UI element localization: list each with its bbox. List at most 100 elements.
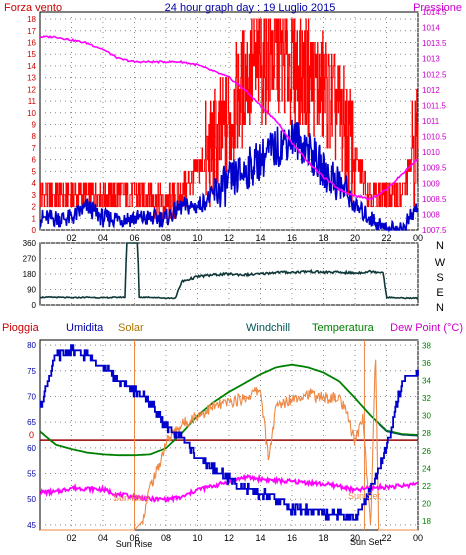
x-tick-label: 02 [66, 533, 76, 543]
y-left-tick-label: 17 [27, 27, 36, 36]
y-right-tick-label: 1007.5 [422, 226, 447, 235]
y-right-tick-label: 1008.5 [422, 195, 447, 204]
y-left-tick-label: 75 [27, 367, 36, 376]
y-left-tick-label: 2 [32, 203, 37, 212]
y-left-tick-label: 10 [27, 109, 36, 118]
y-right-tick-label: 26 [422, 447, 431, 456]
windchill-series [378, 423, 419, 437]
y-left-tick-label: 80 [27, 341, 36, 350]
y-right-tick-label: 1008 [422, 210, 440, 219]
temperature-label: Temperatura [312, 322, 375, 334]
direction-series [39, 242, 419, 300]
y-left-tick-label: 11 [28, 97, 37, 106]
sunset-axis-label: Sun Set [350, 537, 383, 547]
x-tick-label: 18 [318, 233, 328, 243]
sunset-annotation: Sun Set [348, 491, 381, 501]
y-left-tick-label: 14 [27, 62, 36, 71]
y-right-tick-label: 28 [422, 429, 431, 438]
y-right-tick-label: 1009.5 [422, 164, 447, 173]
x-tick-label: 10 [192, 233, 202, 243]
y-left-tick-label: 7 [32, 144, 37, 153]
x-tick-label: 04 [98, 533, 108, 543]
y-tick-label: 0 [32, 301, 37, 310]
x-tick-label: 14 [255, 533, 265, 543]
sunrise-annotation: Sun Rise [113, 493, 150, 503]
pressure-series [39, 35, 419, 201]
x-tick-label: 02 [66, 233, 76, 243]
x-tick-label: 16 [287, 233, 297, 243]
y-left-tick-label: 65 [27, 418, 36, 427]
y-right-tick-label: 18 [422, 517, 431, 526]
y-left-tick-label: 50 [27, 495, 36, 504]
y-left-tick-label: 4 [32, 179, 37, 188]
y-right-tick-label: 30 [422, 412, 431, 421]
rain-zero-label: 0 [29, 430, 34, 440]
compass-label: W [435, 257, 446, 269]
y-right-tick-label: 1011 [422, 117, 440, 126]
solar-label: Solar [118, 322, 144, 334]
x-tick-label: 22 [381, 233, 391, 243]
sunrise-axis-label: Sun Rise [116, 539, 153, 549]
x-tick-label: 06 [129, 533, 139, 543]
y-right-tick-label: 38 [422, 341, 431, 350]
y-right-tick-label: 1013 [422, 55, 440, 64]
y-left-tick-label: 70 [27, 392, 36, 401]
y-tick-label: 90 [27, 286, 36, 295]
y-right-tick-label: 24 [422, 464, 431, 473]
windchill-label: Windchill [246, 322, 290, 334]
x-tick-label: 12 [224, 533, 234, 543]
solar-series [40, 359, 418, 531]
x-tick-label: 18 [318, 533, 328, 543]
y-left-tick-label: 16 [27, 38, 36, 47]
y-left-tick-label: 15 [27, 50, 36, 59]
compass-label: E [436, 287, 443, 299]
pressure-label: Pressione [413, 2, 462, 14]
rain-label: Pioggia [2, 322, 40, 334]
x-tick-label: 16 [287, 533, 297, 543]
chart-title: 24 hour graph day : 19 Luglio 2015 [165, 2, 336, 14]
humidity-series [39, 344, 419, 521]
y-tick-label: 270 [23, 255, 37, 264]
y-right-tick-label: 1012.5 [422, 70, 447, 79]
y-left-tick-label: 45 [27, 521, 36, 530]
y-right-tick-label: 1011.5 [422, 101, 446, 110]
y-right-tick-label: 20 [422, 500, 431, 509]
wind-speed-label: Forza vento [4, 2, 62, 14]
y-left-tick-label: 55 [27, 470, 36, 479]
x-tick-label: 08 [161, 533, 171, 543]
dewpoint-label: Dew Point (°C) [390, 322, 463, 334]
y-right-tick-label: 1012 [422, 86, 440, 95]
y-right-tick-label: 1014.5 [422, 8, 447, 17]
y-right-tick-label: 1014 [422, 24, 440, 33]
x-tick-label: 14 [255, 233, 265, 243]
y-left-tick-label: 9 [32, 121, 37, 130]
y-right-tick-label: 1010 [422, 148, 440, 157]
y-tick-label: 180 [23, 270, 37, 279]
y-left-tick-label: 8 [32, 132, 37, 141]
x-tick-label: 10 [192, 533, 202, 543]
y-tick-label: 360 [23, 239, 37, 248]
x-tick-label: 22 [381, 533, 391, 543]
x-tick-label: 12 [224, 233, 234, 243]
temperature-series [39, 363, 419, 457]
y-left-tick-label: 5 [32, 167, 37, 176]
x-tick-label: 08 [161, 233, 171, 243]
x-tick-label: 04 [98, 233, 108, 243]
y-right-tick-label: 1010.5 [422, 133, 447, 142]
y-right-tick-label: 32 [422, 394, 431, 403]
compass-label: N [436, 240, 444, 252]
y-right-tick-label: 22 [422, 482, 431, 491]
compass-label: S [436, 272, 443, 284]
x-tick-label: 06 [129, 233, 139, 243]
y-left-tick-label: 3 [32, 191, 37, 200]
y-right-tick-label: 1009 [422, 179, 440, 188]
y-left-tick-label: 6 [32, 156, 37, 165]
wind-series [39, 119, 419, 234]
y-left-tick-label: 1 [32, 214, 37, 223]
y-right-tick-label: 1013.5 [422, 39, 447, 48]
y-left-tick-label: 18 [27, 15, 36, 24]
y-left-tick-label: 13 [27, 74, 36, 83]
